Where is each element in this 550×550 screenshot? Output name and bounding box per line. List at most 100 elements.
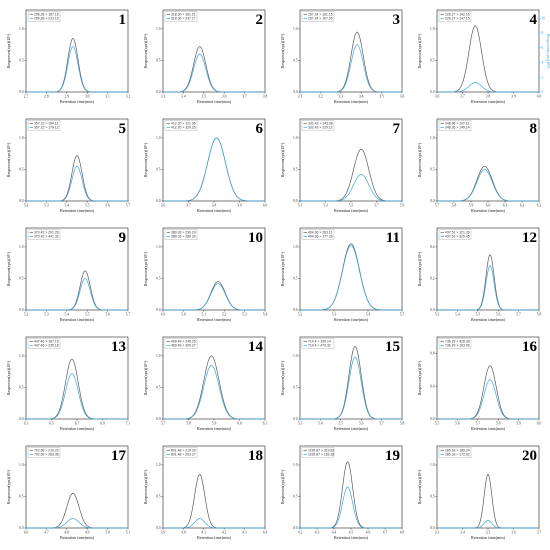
legend-box: [27, 447, 61, 458]
x-tick-label: 5.2: [24, 313, 29, 317]
legend-entry: 447.46 > 187.19: [34, 339, 59, 343]
panel-number: 18: [248, 448, 263, 464]
plot-frame: [299, 227, 403, 311]
panel-13: 6.3 6.5 6.7 6.9 7.1 0.0 0.5 1.0 Retention time(m…: [6, 336, 130, 431]
y-axis-label: Responses(cps)(10⁶): [417, 33, 422, 68]
legend-entry: 412.20 > 329.25: [171, 126, 196, 130]
y-tick-label: 1.0: [19, 354, 24, 358]
series-line-2: [26, 165, 128, 202]
x-tick-label: 4.7: [383, 531, 388, 535]
right-tick-label: 4: [542, 61, 544, 65]
y-axis-label: Responses(cps)(10⁶): [143, 251, 148, 286]
right-tick-label: 6: [542, 46, 544, 50]
y-tick-label: 0.0: [430, 308, 435, 312]
series-line-2: [437, 520, 539, 529]
panel-number: 20: [522, 448, 537, 464]
x-tick-label: 4.5: [349, 531, 354, 535]
y-tick-label: 1.0: [156, 136, 161, 140]
series-line-2: [437, 82, 539, 93]
legend-entry: 412.20 > 121.06: [171, 121, 196, 125]
panel-number: 17: [111, 448, 127, 464]
series-line-2: [437, 169, 539, 202]
y-tick-label: 1.0: [156, 27, 161, 31]
legend-entry: 257.24 > 161.15: [308, 12, 333, 16]
x-tick-label: 3.1: [298, 95, 303, 99]
x-tick-label: 6.3: [537, 204, 542, 208]
legend-box: [164, 338, 198, 349]
x-tick-label: 5.5: [339, 422, 344, 426]
legend-entry: 257.24 > 107.05: [308, 17, 333, 21]
x-tick-label: 4.8: [65, 531, 70, 535]
x-tick-label: 3.6: [222, 95, 227, 99]
x-tick-label: 6.0: [486, 204, 491, 208]
y-axis-label: Responses(cps)(10⁶): [6, 469, 11, 504]
panel-7: 5.1 5.3 5.5 5.7 5.9 0.0 0.5 1.0 Retention time(m…: [280, 118, 404, 213]
series-line-1: [437, 165, 539, 202]
legend-box: [301, 338, 335, 349]
legend-box: [301, 120, 335, 131]
plot-frame: [299, 9, 403, 93]
x-tick-label: 4.8: [400, 531, 405, 535]
legend-box: [27, 229, 61, 240]
legend-entry: 801.48 > 219.29: [171, 448, 196, 452]
x-tick-label: 6.0: [237, 422, 242, 426]
x-tick-label: 3.8: [212, 204, 217, 208]
panel-1: 2.7 2.8 2.9 3.0 3.1 3.2 0.0 0.5 1.0 Retention tim…: [6, 9, 130, 104]
series-line-2: [163, 137, 265, 202]
y-axis-label: Responses(cps)(10⁶): [280, 469, 285, 504]
right-tick-label: 0: [542, 90, 544, 94]
y-axis-label: Responses(cps)(10⁶): [143, 469, 148, 504]
series-line-1: [300, 243, 402, 311]
series-line-2: [26, 373, 128, 420]
panel-number: 19: [385, 448, 400, 464]
x-tick-label: 5.4: [455, 313, 460, 317]
x-axis-label: Retention time(min): [334, 99, 369, 104]
legend-entry: 389.33 > 230.23: [171, 230, 196, 234]
series-line-2: [26, 278, 128, 311]
y-tick-label: 0.0: [19, 308, 24, 312]
x-tick-label: 5.7: [379, 422, 384, 426]
legend-entry: 447.46 > 235.18: [34, 344, 59, 348]
panel-number: 3: [393, 12, 401, 28]
plot-frame: [162, 9, 266, 93]
x-tick-label: 6.0: [537, 422, 542, 426]
legend-box: [438, 447, 472, 458]
legend-entry: 469.49 > 249.25: [171, 339, 196, 343]
legend-entry: 332.43 > 229.12: [308, 126, 333, 130]
panel-number: 8: [530, 121, 538, 137]
series-line-2: [163, 283, 265, 311]
x-tick-label: 5.8: [186, 422, 191, 426]
panel-10: 4.9 5.0 5.1 5.2 5.3 5.4 0.0 0.5 1.0 Retention tim…: [143, 227, 267, 322]
y-tick-label: 1.0: [19, 136, 24, 140]
series-line-2: [300, 245, 402, 311]
x-axis-label: Retention time(min): [60, 317, 95, 322]
x-tick-label: 3.3: [161, 95, 166, 99]
series-line-1: [163, 46, 265, 93]
x-tick-label: 4.9: [161, 313, 166, 317]
x-tick-label: 5.7: [435, 204, 440, 208]
panel-number: 7: [393, 121, 401, 137]
panel-number: 14: [248, 339, 264, 355]
x-tick-label: 2.7: [24, 95, 29, 99]
x-tick-label: 4.3: [315, 531, 320, 535]
legend-box: [27, 338, 61, 349]
plot-frame: [299, 118, 403, 202]
panel-number: 11: [386, 230, 400, 246]
x-tick-label: 2.9: [65, 95, 70, 99]
y-tick-label: 0.5: [430, 168, 435, 172]
y-tick-label: 0.0: [19, 417, 24, 421]
legend-entry: 1195.87 > 319.82: [308, 448, 334, 452]
series-line-1: [437, 473, 539, 529]
x-tick-label: 5.5: [85, 313, 90, 317]
x-axis-label: Retention time(min): [471, 426, 506, 431]
legend-box: [301, 11, 335, 22]
panel-number: 4: [530, 12, 538, 28]
y-tick-label: 0.0: [156, 308, 161, 312]
legend-entry: 792.69 > 283.36: [34, 453, 59, 457]
y-tick-label: 1.0: [156, 245, 161, 249]
panel-8: 5.7 5.8 5.9 6.0 6.1 6.2 6.3 0.0 0.5 1.0 Retention …: [417, 118, 542, 213]
y-axis-label: Responses(cps)(10⁶): [6, 33, 11, 68]
x-tick-label: 5.8: [496, 422, 501, 426]
